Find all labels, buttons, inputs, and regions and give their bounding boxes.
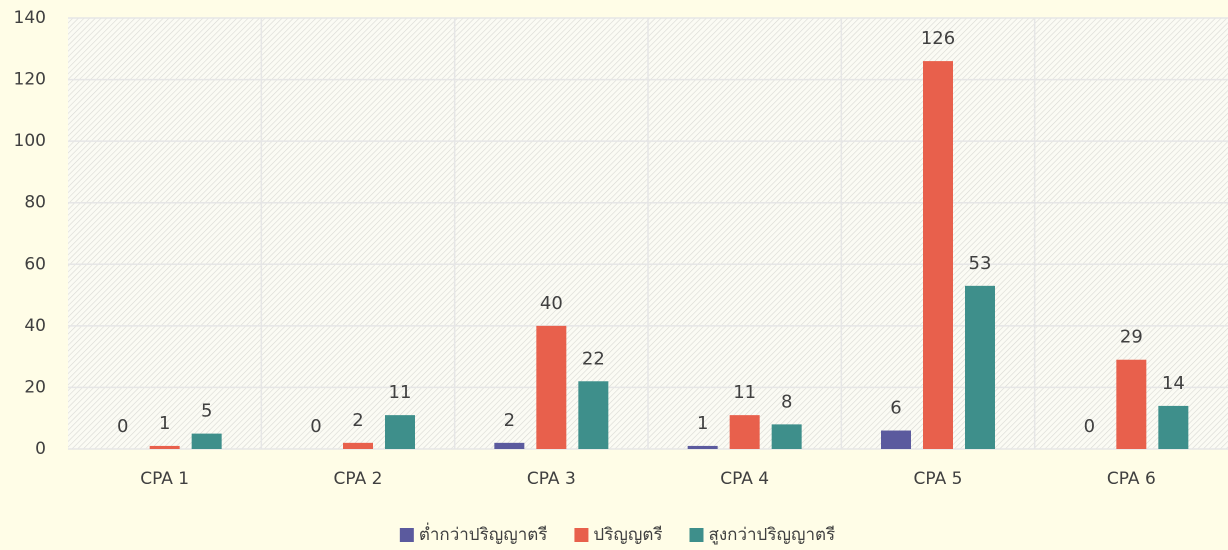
bar	[923, 61, 953, 449]
data-label: 5	[201, 401, 212, 422]
data-label: 40	[540, 293, 563, 314]
bar	[149, 445, 180, 449]
legend-swatch	[399, 528, 414, 542]
y-tick-label: 0	[35, 439, 46, 459]
data-label: 2	[504, 410, 515, 431]
bar	[965, 285, 995, 449]
legend-swatch	[574, 528, 589, 542]
legend-label: ปริญญตรี	[593, 525, 662, 545]
data-label: 11	[733, 382, 756, 403]
bar	[687, 445, 718, 449]
data-label: 126	[921, 28, 955, 49]
data-label: 11	[389, 382, 412, 403]
y-tick-label: 20	[24, 377, 46, 397]
bar	[385, 415, 415, 449]
data-label: 6	[890, 398, 901, 419]
bar	[343, 442, 373, 449]
x-tick-label: CPA 1	[140, 469, 189, 489]
y-tick-label: 140	[14, 8, 46, 28]
bar	[881, 430, 911, 449]
data-label: 53	[969, 253, 992, 274]
bar	[494, 442, 525, 449]
bar	[578, 381, 609, 449]
legend-swatch	[689, 528, 704, 542]
data-label: 8	[781, 391, 792, 412]
y-tick-label: 60	[24, 254, 46, 274]
y-tick-label: 40	[24, 316, 46, 336]
data-label: 14	[1162, 373, 1185, 394]
data-label: 1	[697, 413, 708, 434]
x-tick-label: CPA 4	[720, 469, 769, 489]
bar	[771, 424, 802, 449]
data-label: 0	[1084, 416, 1095, 437]
x-tick-label: CPA 3	[527, 469, 576, 489]
legend-label: ต่ำกว่าปริญญาตรี	[419, 522, 548, 545]
data-label: 1	[159, 413, 170, 434]
data-label: 2	[352, 410, 363, 431]
bar	[1158, 405, 1189, 449]
x-tick-label: CPA 5	[914, 469, 963, 489]
bar	[1116, 359, 1147, 449]
bar	[536, 325, 567, 449]
data-label: 0	[117, 416, 128, 437]
legend-label: สูงกว่าปริญญาตรี	[708, 525, 835, 545]
x-tick-label: CPA 2	[334, 469, 383, 489]
bar	[729, 415, 760, 449]
bar	[191, 433, 222, 449]
data-label: 0	[310, 416, 321, 437]
x-tick-label: CPA 6	[1107, 469, 1156, 489]
data-label: 22	[582, 348, 605, 369]
y-tick-label: 80	[24, 193, 46, 213]
data-label: 29	[1120, 327, 1143, 348]
y-tick-label: 120	[14, 70, 46, 90]
y-tick-label: 100	[14, 131, 46, 151]
